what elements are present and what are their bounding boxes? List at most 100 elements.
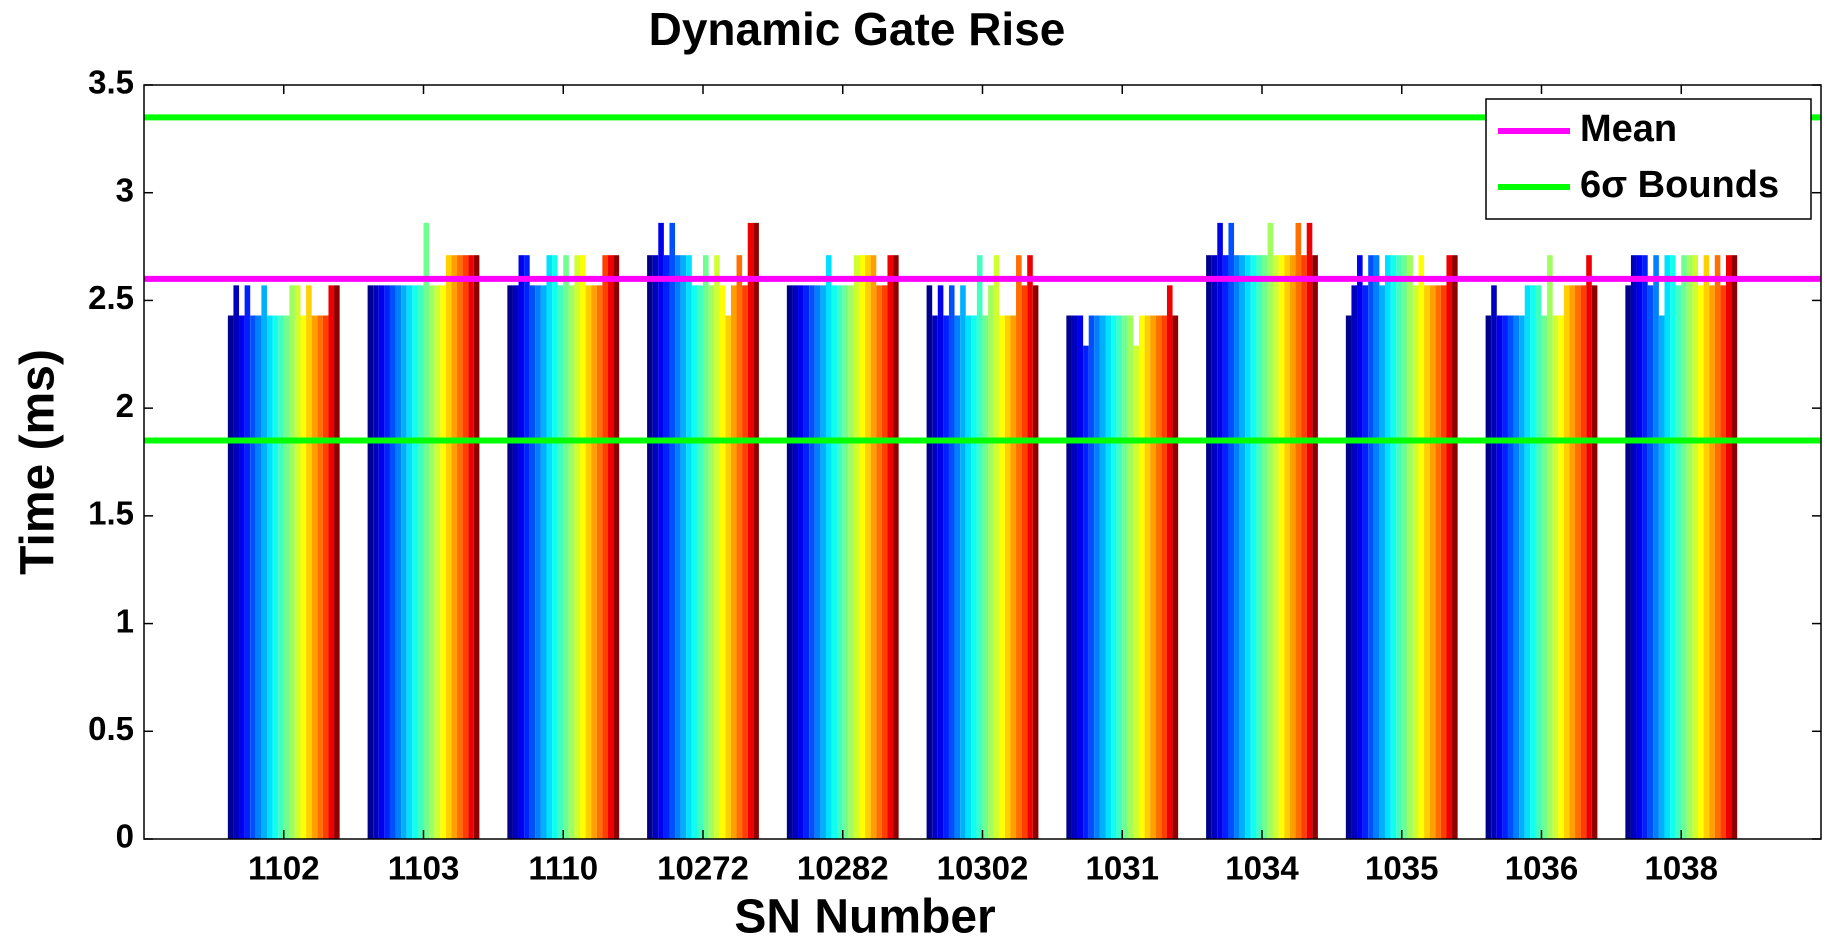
bar [1021,285,1028,839]
bar [1312,255,1318,839]
bar [1725,255,1732,839]
bar [250,315,256,840]
bar [1373,255,1380,839]
y-tick-label: 2 [116,387,134,424]
bar [842,285,849,839]
bar [1150,315,1156,840]
x-tick-label: 1110 [528,850,598,887]
bar [1116,315,1123,840]
legend-box [1485,98,1812,220]
bar [1513,315,1520,840]
bar [932,315,938,840]
bar [294,285,301,839]
bar [540,285,547,839]
bar [367,285,374,839]
bar [663,255,670,839]
bar [317,315,323,840]
bar [803,285,810,839]
bar [1675,285,1682,839]
bar [719,285,726,839]
bar [451,255,458,839]
bar [507,285,513,839]
bar [1535,285,1542,839]
bar [1066,315,1072,840]
x-tick-label: 1103 [388,850,460,887]
bar [1267,222,1274,840]
legend-label: Mean [1580,108,1677,150]
x-tick-label: 1034 [1225,850,1299,887]
bar [736,255,743,839]
y-tick-label: 0.5 [88,710,134,747]
bar [848,285,854,839]
bar [395,285,402,839]
bar [244,285,251,839]
y-tick-label: 0 [116,818,134,855]
bar [1653,255,1659,839]
bar [798,285,804,839]
bar [1703,255,1710,839]
bar [585,285,592,839]
bar [529,285,536,839]
bar [1731,255,1738,839]
bar [1563,285,1570,839]
bar [524,255,530,839]
chart-title: Dynamic Gate Rise [649,3,1066,55]
bar [943,315,949,840]
bar [1250,255,1257,839]
bar [926,285,933,839]
bar [1217,222,1223,840]
bar [1099,315,1106,840]
bar [1429,285,1436,839]
x-tick-label: 1102 [248,850,320,887]
bar [1278,255,1285,839]
bar [552,255,558,839]
y-axis-title: Time (ms) [12,349,65,575]
bar [680,255,687,839]
bar [1071,315,1078,840]
bar [1664,255,1671,839]
bar [865,255,871,839]
bar [518,255,525,839]
y-tick-label: 1 [116,602,134,639]
x-tick-label: 1038 [1645,850,1718,887]
bar [1424,285,1430,839]
bar [1345,315,1352,840]
bar [1591,285,1598,839]
bar [1530,285,1536,839]
bar [960,285,966,839]
bar [1144,315,1151,840]
bar [887,255,894,839]
bar [423,222,430,840]
bar [658,222,664,840]
bar [982,315,989,840]
bar [1273,255,1279,839]
bar [278,315,284,840]
bar [1630,255,1637,839]
bar [591,285,597,839]
bar [999,315,1005,840]
bar [1636,255,1643,839]
bar [1222,255,1229,839]
bar [412,285,418,839]
bar [417,285,424,839]
bar [1262,255,1268,839]
bar [786,285,793,839]
bar [714,255,720,839]
bar [971,315,977,840]
bar [742,285,748,839]
bar [568,285,575,839]
bar [993,255,1000,839]
bar [607,255,614,839]
bar [613,255,620,839]
bar [1094,315,1100,840]
bar [1485,315,1492,840]
bar [535,285,541,839]
bar [580,255,586,839]
y-tick-label: 3 [116,171,134,208]
bar [306,285,312,839]
bar [445,255,452,839]
bar [1496,315,1503,840]
bar [820,285,826,839]
bar [881,285,888,839]
